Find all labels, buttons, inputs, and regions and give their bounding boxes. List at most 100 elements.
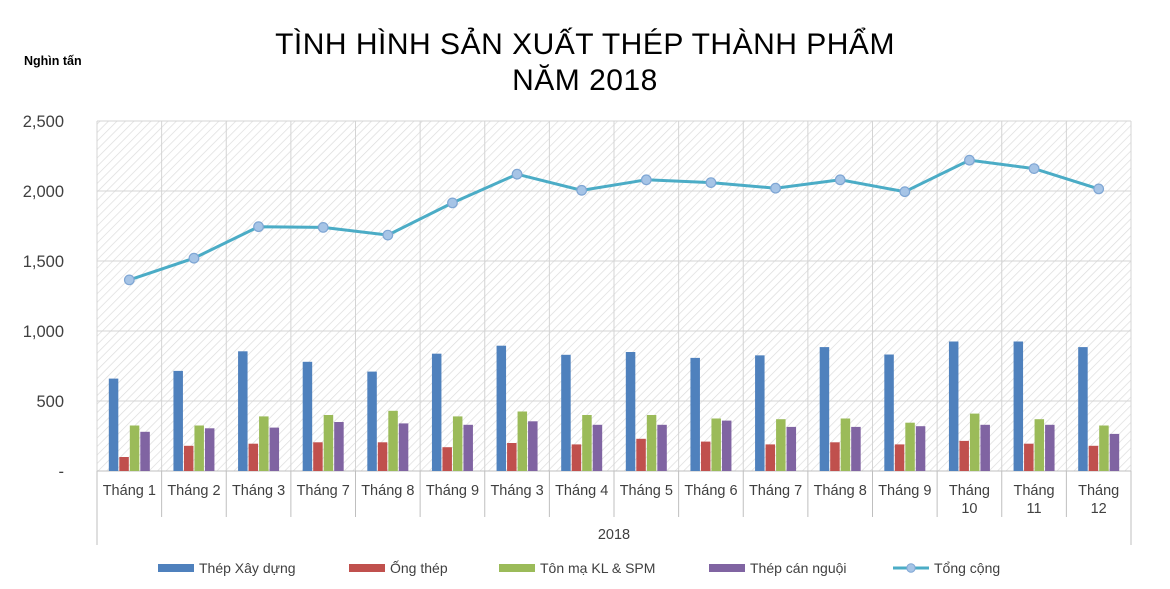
legend-label: Tôn mạ KL & SPM [540, 560, 655, 576]
bar [194, 425, 204, 471]
x-tick-label: Tháng 2 [167, 483, 220, 499]
bar [442, 447, 452, 471]
bar [388, 410, 398, 471]
chart-subtitle: NĂM 2018 [512, 64, 658, 97]
bar [980, 424, 990, 471]
bar [302, 361, 313, 471]
x-tick-label: Tháng [1078, 483, 1119, 499]
bar [571, 444, 582, 471]
bar [528, 421, 538, 471]
bar [431, 353, 442, 471]
legend-marker [906, 563, 916, 573]
line-point [640, 174, 652, 186]
y-tick-label: 500 [36, 393, 64, 411]
bar [238, 351, 248, 471]
bar [496, 345, 507, 471]
x-axis-group-label: 2018 [598, 527, 630, 543]
line-point [447, 197, 458, 209]
line-point [834, 174, 846, 186]
line-point [705, 177, 717, 189]
bar [1078, 347, 1088, 471]
bar [830, 442, 840, 471]
x-tick-label: Tháng 9 [426, 483, 479, 499]
x-tick-label: Tháng 5 [620, 483, 673, 499]
x-tick-label: Tháng 3 [232, 483, 285, 499]
bar [636, 438, 646, 471]
bar [851, 426, 861, 471]
x-tick-label: 10 [961, 501, 977, 517]
line-point [576, 184, 588, 196]
x-tick-label: Tháng 9 [878, 483, 931, 499]
bar [690, 357, 700, 471]
bar [367, 371, 377, 471]
bar [173, 370, 183, 471]
bar [894, 444, 905, 471]
series-line [128, 158, 1100, 282]
bar [765, 444, 776, 471]
bar [884, 354, 894, 471]
line-point [964, 154, 975, 166]
y-tick-label: 1,500 [23, 253, 64, 271]
bar [711, 418, 721, 471]
bar [140, 431, 150, 471]
legend-label: Thép cán nguội [750, 560, 847, 576]
x-tick-label: Tháng [949, 483, 990, 499]
bar [248, 443, 259, 471]
bar [1109, 433, 1120, 471]
y-tick-label: - [59, 463, 65, 481]
line-point [317, 221, 329, 233]
legend-label: Ống thép [390, 559, 448, 576]
bar [1099, 425, 1109, 471]
line-point [382, 229, 394, 241]
bar [582, 415, 592, 471]
bar [108, 378, 119, 471]
bar [313, 442, 323, 471]
bar [969, 413, 980, 471]
bar [625, 352, 636, 471]
bar [517, 411, 528, 471]
bar [463, 424, 473, 471]
legend-label: Tổng cộng [934, 560, 1000, 576]
line-point [511, 168, 523, 180]
bar [398, 423, 409, 471]
bar [721, 420, 732, 471]
bar [1034, 419, 1045, 471]
bar [646, 415, 657, 471]
bar [323, 415, 334, 471]
line-point [123, 274, 135, 286]
line-point [770, 182, 781, 194]
bar [915, 426, 926, 471]
bar [840, 418, 851, 471]
y-tick-label: 1,000 [23, 323, 64, 341]
x-tick-label: Tháng [1014, 483, 1055, 499]
bar [129, 425, 140, 471]
x-tick-label: Tháng 4 [555, 483, 608, 499]
bar [269, 427, 280, 471]
legend-swatch [158, 564, 194, 572]
x-tick-label: Tháng 3 [490, 483, 543, 499]
bar [259, 416, 269, 471]
bar [183, 445, 194, 471]
y-axis-unit-label: Nghìn tấn [24, 54, 82, 68]
bar [657, 424, 667, 471]
x-tick-label: Tháng 7 [749, 483, 802, 499]
bar [948, 341, 959, 471]
bar [755, 355, 765, 471]
bar [786, 426, 797, 471]
bar [119, 457, 129, 471]
line-point [188, 252, 200, 264]
bar [1024, 443, 1034, 471]
x-tick-label: 11 [1027, 501, 1042, 517]
bar [377, 442, 388, 471]
bar [905, 422, 915, 471]
bar [959, 440, 969, 471]
line-point [899, 186, 911, 198]
y-tick-label: 2,000 [23, 183, 64, 201]
x-tick-label: Tháng 6 [684, 483, 737, 499]
legend-swatch [349, 564, 385, 572]
line-point [253, 221, 264, 233]
bar [204, 428, 215, 471]
x-tick-label: Tháng 1 [103, 483, 156, 499]
